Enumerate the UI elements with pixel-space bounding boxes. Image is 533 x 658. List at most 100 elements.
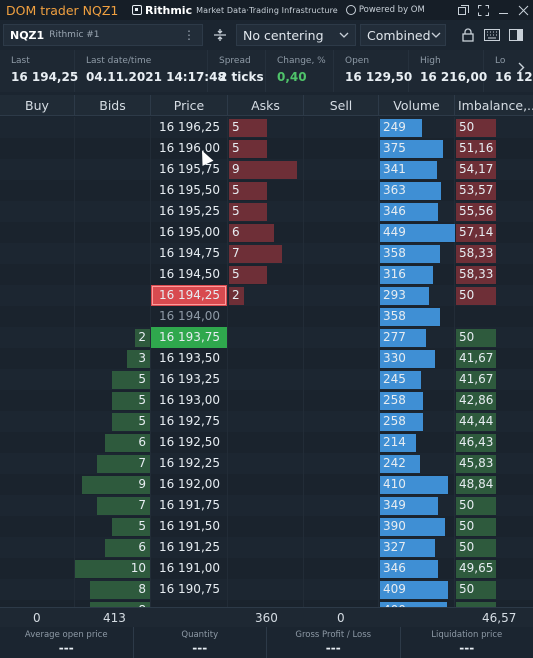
ask-cell[interactable]	[228, 537, 304, 558]
price-cell[interactable]: 16 193,75	[151, 327, 228, 348]
sell-cell[interactable]	[304, 600, 379, 607]
col-bids[interactable]: Bids	[75, 95, 151, 116]
minimize-icon[interactable]	[493, 0, 513, 20]
price-cell[interactable]: 16 192,50	[151, 432, 228, 453]
sell-cell[interactable]	[304, 264, 379, 285]
mode-dropdown[interactable]: Combined	[360, 24, 446, 46]
buy-cell[interactable]	[0, 159, 75, 180]
chevron-right-icon[interactable]	[518, 62, 525, 76]
fullscreen-icon[interactable]	[473, 0, 493, 20]
ask-cell[interactable]	[228, 306, 304, 327]
ask-cell[interactable]: 5	[228, 117, 304, 138]
sell-cell[interactable]	[304, 327, 379, 348]
ask-cell[interactable]: 7	[228, 243, 304, 264]
bid-cell[interactable]: 5	[75, 411, 151, 432]
ask-cell[interactable]	[228, 474, 304, 495]
buy-cell[interactable]	[0, 453, 75, 474]
col-imbalance[interactable]: Imbalance,...	[458, 98, 533, 113]
ask-cell[interactable]	[228, 600, 304, 607]
ask-cell[interactable]: 6	[228, 222, 304, 243]
col-price[interactable]: Price	[151, 95, 228, 116]
bid-cell[interactable]	[75, 159, 151, 180]
sell-cell[interactable]	[304, 369, 379, 390]
buy-cell[interactable]	[0, 306, 75, 327]
col-asks[interactable]: Asks	[228, 95, 304, 116]
buy-cell[interactable]	[0, 537, 75, 558]
price-cell[interactable]: 16 194,00	[151, 306, 228, 327]
sell-cell[interactable]	[304, 495, 379, 516]
col-sell[interactable]: Sell	[304, 95, 379, 116]
price-cell[interactable]: 16 191,50	[151, 516, 228, 537]
price-cell[interactable]: 16 192,75	[151, 411, 228, 432]
sell-cell[interactable]	[304, 579, 379, 600]
sell-cell[interactable]	[304, 516, 379, 537]
sell-cell[interactable]	[304, 243, 379, 264]
ask-cell[interactable]	[228, 369, 304, 390]
price-cell[interactable]: 16 196,25	[151, 117, 228, 138]
price-cell[interactable]: 16 195,75	[151, 159, 228, 180]
price-cell[interactable]: 16 194,25	[151, 285, 228, 306]
sell-cell[interactable]	[304, 222, 379, 243]
buy-cell[interactable]	[0, 285, 75, 306]
buy-cell[interactable]	[0, 474, 75, 495]
price-cell[interactable]: 16 192,00	[151, 474, 228, 495]
buy-cell[interactable]	[0, 432, 75, 453]
price-cell[interactable]: 16 195,00	[151, 222, 228, 243]
sell-cell[interactable]	[304, 432, 379, 453]
buy-cell[interactable]	[0, 348, 75, 369]
price-cell[interactable]: 16 194,75	[151, 243, 228, 264]
buy-cell[interactable]	[0, 222, 75, 243]
bid-cell[interactable]: 6	[75, 432, 151, 453]
panel-icon[interactable]	[504, 24, 528, 46]
price-cell[interactable]	[151, 600, 228, 607]
sell-cell[interactable]	[304, 537, 379, 558]
price-cell[interactable]: 16 193,00	[151, 390, 228, 411]
bid-cell[interactable]	[75, 306, 151, 327]
sell-cell[interactable]	[304, 159, 379, 180]
sell-cell[interactable]	[304, 453, 379, 474]
price-cell[interactable]: 16 193,50	[151, 348, 228, 369]
ask-cell[interactable]	[228, 411, 304, 432]
sell-cell[interactable]	[304, 201, 379, 222]
ask-cell[interactable]	[228, 453, 304, 474]
price-cell[interactable]: 16 191,25	[151, 537, 228, 558]
sell-cell[interactable]	[304, 474, 379, 495]
sell-cell[interactable]	[304, 180, 379, 201]
bid-cell[interactable]: 2	[75, 327, 151, 348]
buy-cell[interactable]	[0, 369, 75, 390]
col-volume[interactable]: Volume	[379, 95, 455, 116]
ask-cell[interactable]: 5	[228, 201, 304, 222]
bid-cell[interactable]	[75, 180, 151, 201]
bid-cell[interactable]: 6	[75, 537, 151, 558]
price-cell[interactable]: 16 196,00	[151, 138, 228, 159]
bid-cell[interactable]: 5	[75, 369, 151, 390]
ask-cell[interactable]	[228, 348, 304, 369]
buy-cell[interactable]	[0, 516, 75, 537]
bid-cell[interactable]: 9	[75, 474, 151, 495]
price-cell[interactable]: 16 195,25	[151, 201, 228, 222]
price-cell[interactable]: 16 195,50	[151, 180, 228, 201]
bid-cell[interactable]: 7	[75, 453, 151, 474]
price-cell[interactable]: 16 191,75	[151, 495, 228, 516]
close-icon[interactable]	[513, 0, 533, 20]
keyboard-icon[interactable]	[480, 24, 504, 46]
sell-cell[interactable]	[304, 390, 379, 411]
sell-cell[interactable]	[304, 306, 379, 327]
ask-cell[interactable]	[228, 579, 304, 600]
bid-cell[interactable]	[75, 222, 151, 243]
col-buy[interactable]: Buy	[0, 95, 75, 116]
sell-cell[interactable]	[304, 348, 379, 369]
ask-cell[interactable]: 9	[228, 159, 304, 180]
price-cell[interactable]: 16 194,50	[151, 264, 228, 285]
buy-cell[interactable]	[0, 579, 75, 600]
buy-cell[interactable]	[0, 201, 75, 222]
buy-cell[interactable]	[0, 390, 75, 411]
bid-cell[interactable]: 8	[75, 600, 151, 607]
bid-cell[interactable]	[75, 264, 151, 285]
centering-dropdown[interactable]: No centering	[236, 24, 356, 46]
ask-cell[interactable]	[228, 516, 304, 537]
bid-cell[interactable]: 3	[75, 348, 151, 369]
symbol-selector[interactable]: NQZ1 Rithmic #1 ⋮	[3, 24, 203, 46]
bid-cell[interactable]	[75, 285, 151, 306]
buy-cell[interactable]	[0, 243, 75, 264]
